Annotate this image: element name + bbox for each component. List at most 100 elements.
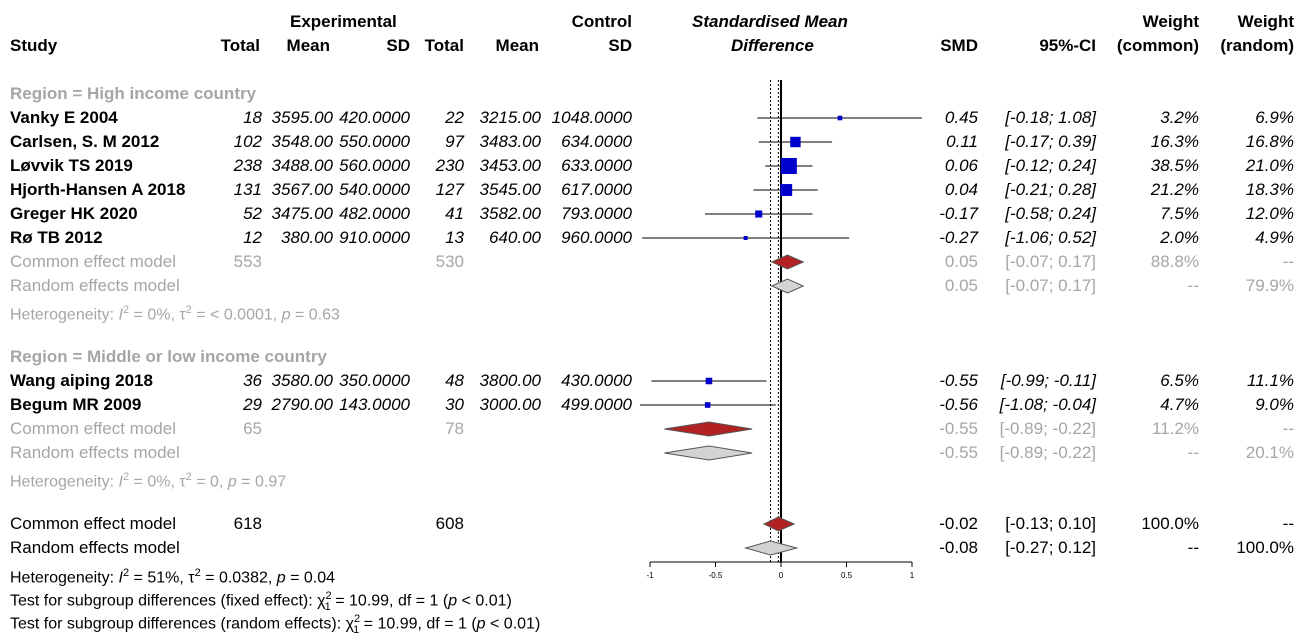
ctrl-mean: 3215.00 (479, 108, 541, 127)
header-experimental: Experimental (290, 12, 397, 31)
ctrl-total: 97 (445, 132, 464, 151)
study-name: Vanky E 2004 (10, 108, 118, 127)
ci-value: [-0.89; -0.22] (999, 443, 1096, 462)
ci-value: [-0.13; 0.10] (1005, 514, 1096, 533)
ctrl-total: 48 (445, 371, 464, 390)
smd-value: -0.02 (939, 514, 978, 533)
weight-common: 11.2% (1152, 419, 1199, 438)
weight-common: 21.2% (1150, 180, 1199, 199)
x-tick-label: 1 (910, 571, 915, 580)
ctrl-sd: 617.0000 (561, 180, 632, 199)
ci-value: [-0.99; -0.11] (1000, 371, 1096, 390)
header-weight-random-2: (random) (1220, 36, 1294, 55)
exp-sd: 143.0000 (339, 395, 410, 414)
exp-total: 131 (233, 180, 262, 199)
ctrl-total: 41 (445, 204, 464, 223)
ci-value: [-0.07; 0.17] (1005, 252, 1096, 271)
weight-common: 6.5% (1160, 371, 1199, 390)
smd-value: 0.05 (944, 276, 978, 295)
group-label: Region = Middle or low income country (10, 347, 327, 366)
ctrl-total: 22 (445, 108, 464, 127)
exp-mean: 2790.00 (271, 395, 333, 414)
study-square (837, 115, 843, 121)
weight-random: -- (1282, 514, 1294, 533)
exp-total: 36 (243, 371, 262, 390)
ctrl-total: 530 (435, 252, 464, 271)
ctrl-total: 127 (435, 180, 464, 199)
study-name: Løvvik TS 2019 (10, 156, 133, 175)
weight-common: -- (1187, 276, 1199, 295)
model-label: Random effects model (10, 443, 180, 462)
ci-value: [-0.21; 0.28] (1005, 180, 1096, 199)
random-diamond (664, 445, 753, 461)
exp-mean: 3475.00 (271, 204, 333, 223)
study-name: Greger HK 2020 (10, 204, 138, 223)
x-tick-label: 0 (779, 571, 784, 580)
header-smd-title-2: Difference (731, 36, 814, 55)
weight-common: -- (1187, 538, 1199, 557)
common-diamond (664, 421, 753, 437)
ctrl-sd: 793.0000 (561, 204, 632, 223)
study-name: Rø TB 2012 (10, 228, 103, 247)
smd-value: 0.06 (944, 156, 978, 175)
ci-value: [-0.89; -0.22] (999, 419, 1096, 438)
header-exp-sd: SD (386, 36, 410, 55)
ctrl-total: 30 (445, 395, 464, 414)
smd-value: -0.55 (939, 419, 978, 438)
header-ctrl-mean: Mean (495, 36, 539, 55)
ci-value: [-0.17; 0.39] (1005, 132, 1096, 151)
ctrl-total: 608 (435, 514, 464, 533)
study-name: Wang aiping 2018 (10, 371, 153, 390)
x-tick-label: -0.5 (709, 571, 723, 580)
ctrl-sd: 1048.0000 (551, 108, 632, 127)
ctrl-total: 13 (445, 228, 464, 247)
header-exp-total: Total (220, 36, 260, 55)
study-square (790, 136, 801, 148)
weight-random: 12.0% (1245, 204, 1294, 223)
exp-sd: 560.0000 (339, 156, 410, 175)
exp-total: 102 (233, 132, 262, 151)
exp-mean: 3580.00 (271, 371, 333, 390)
weight-random: 100.0% (1236, 538, 1294, 557)
model-label: Common effect model (10, 514, 176, 533)
x-tick-label: -1 (646, 571, 654, 580)
heterogeneity-text: Heterogeneity: I2 = 0%, τ2 = 0, p = 0.97 (10, 471, 287, 491)
exp-total: 618 (233, 514, 262, 533)
header-smd-title-1: Standardised Mean (692, 12, 848, 31)
header-ci: 95%-CI (1039, 36, 1096, 55)
header-ctrl-sd: SD (608, 36, 632, 55)
study-name: Hjorth-Hansen A 2018 (10, 180, 186, 199)
group-label: Region = High income country (10, 84, 257, 103)
exp-mean: 3567.00 (271, 180, 333, 199)
study-name: Begum MR 2009 (10, 395, 142, 414)
exp-total: 29 (243, 395, 262, 414)
header-ctrl-total: Total (424, 36, 464, 55)
smd-value: -0.08 (939, 538, 978, 557)
exp-sd: 350.0000 (339, 371, 410, 390)
ci-value: [-1.06; 0.52] (1005, 228, 1096, 247)
header-exp-mean: Mean (286, 36, 330, 55)
model-label: Common effect model (10, 252, 176, 271)
random-diamond (743, 540, 799, 556)
study-square (780, 158, 797, 174)
header-control: Control (571, 12, 632, 31)
ctrl-mean: 3000.00 (479, 395, 541, 414)
smd-value: 0.04 (944, 180, 978, 199)
exp-sd: 550.0000 (339, 132, 410, 151)
study-square (780, 184, 793, 196)
ctrl-sd: 960.0000 (561, 228, 632, 247)
ci-value: [-0.12; 0.24] (1005, 156, 1096, 175)
ctrl-sd: 499.0000 (561, 395, 632, 414)
weight-random: 4.9% (1255, 228, 1294, 247)
x-tick-label: 0.5 (841, 571, 853, 580)
exp-total: 18 (243, 108, 262, 127)
study-square (743, 236, 748, 240)
smd-value: 0.11 (946, 132, 978, 151)
weight-common: 88.8% (1150, 252, 1199, 271)
ci-value: [-0.58; 0.24] (1005, 204, 1096, 223)
ctrl-mean: 640.00 (489, 228, 541, 247)
header-weight-common-1: Weight (1142, 12, 1199, 31)
exp-total: 65 (243, 419, 262, 438)
header-smd: SMD (940, 36, 978, 55)
model-label: Random effects model (10, 276, 180, 295)
